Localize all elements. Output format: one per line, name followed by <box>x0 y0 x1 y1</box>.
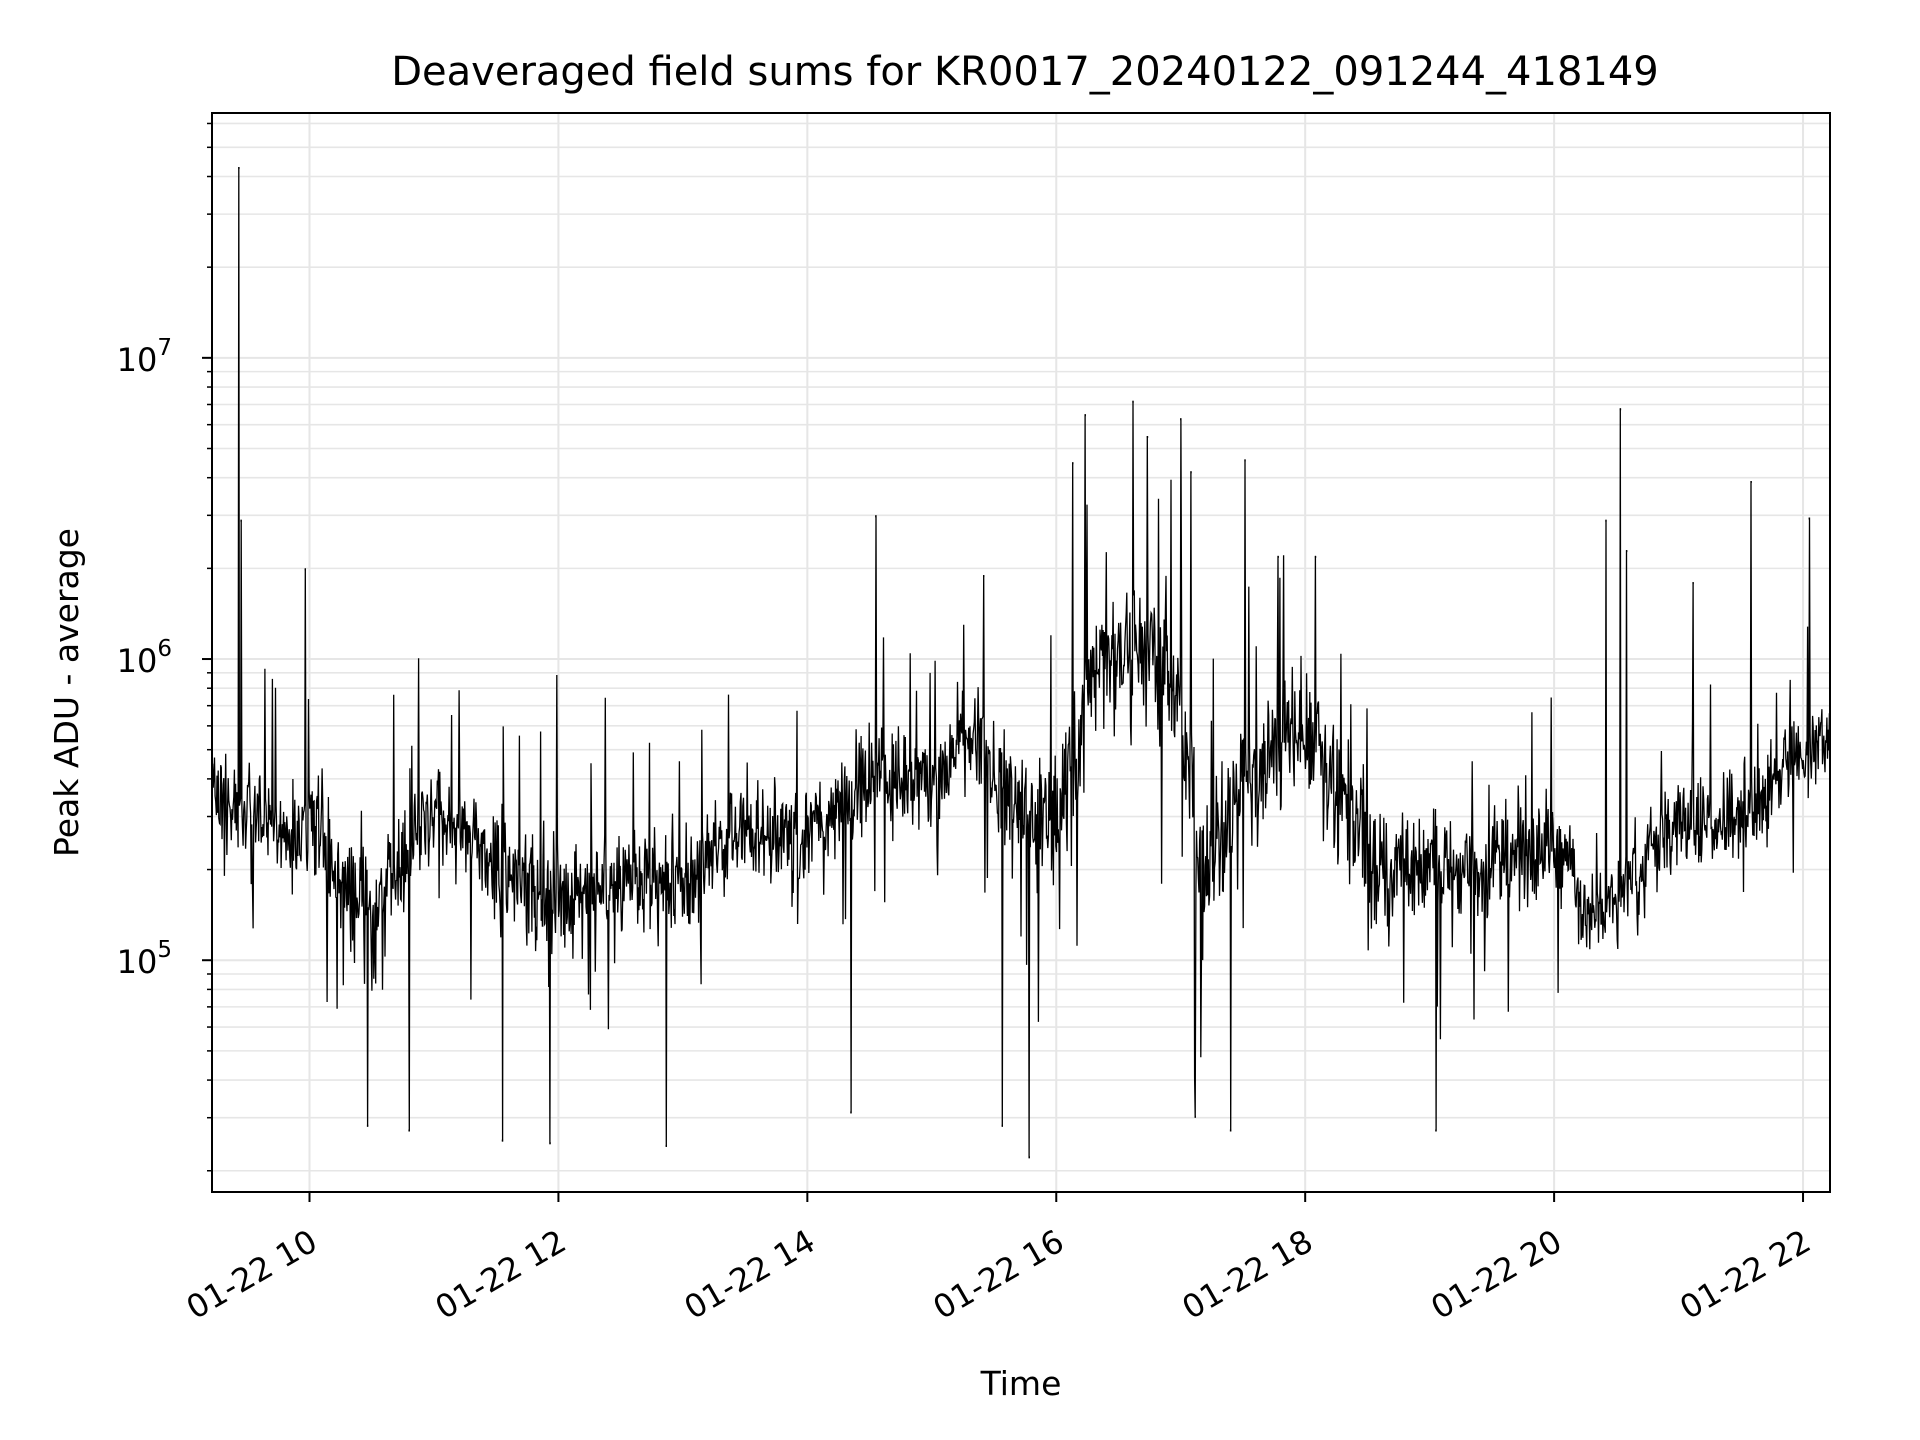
plot-frame <box>211 112 1831 1193</box>
y-tick-label-exponent: 7 <box>157 335 172 361</box>
x-axis-title: Time <box>980 1364 1062 1403</box>
grid <box>212 113 1830 1192</box>
x-tick-label: 01-22 22 <box>1673 1222 1817 1327</box>
y-axis-title: Peak ADU - average <box>47 528 86 857</box>
series-layer <box>212 166 1830 1159</box>
y-tick-label: 107 <box>117 335 172 379</box>
y-tick-label-base: 10 <box>117 642 158 680</box>
y-tick-label: 106 <box>117 636 172 680</box>
x-tick-label: 01-22 18 <box>1176 1222 1320 1327</box>
x-tick-label: 01-22 12 <box>429 1222 573 1327</box>
x-tick-label: 01-22 10 <box>180 1222 324 1327</box>
x-tick-label: 01-22 20 <box>1425 1222 1569 1327</box>
series-line <box>212 166 1830 1159</box>
y-tick-label-base: 10 <box>117 943 158 981</box>
y-tick-label: 105 <box>117 937 172 981</box>
x-tick-label: 01-22 14 <box>678 1222 822 1327</box>
x-tick-label: 01-22 16 <box>927 1222 1071 1327</box>
chart-title: Deaveraged field sums for KR0017_2024012… <box>391 49 1659 95</box>
y-tick-label-exponent: 5 <box>157 937 172 963</box>
y-tick-label-base: 10 <box>117 341 158 379</box>
y-tick-label-exponent: 6 <box>157 636 172 662</box>
